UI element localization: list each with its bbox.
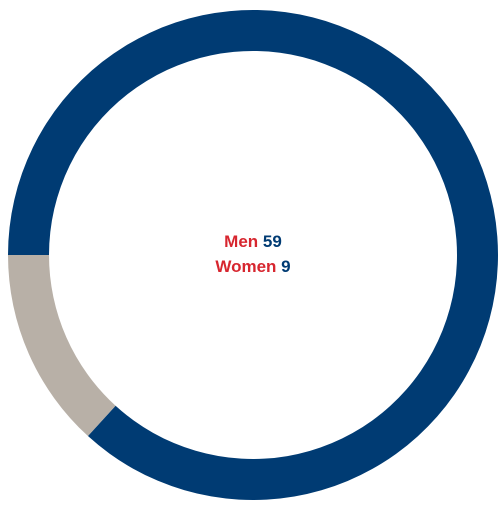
value-label: 9 xyxy=(281,257,290,276)
category-label: Women xyxy=(215,257,276,276)
center-labels: Men 59 Women 9 xyxy=(215,232,290,276)
ring xyxy=(7,10,498,501)
center-label: Women 9 xyxy=(215,257,290,276)
category-label: Men xyxy=(224,232,258,251)
value-label: 59 xyxy=(263,232,282,251)
center-label: Men 59 xyxy=(224,232,282,251)
donut-segment xyxy=(7,255,116,437)
